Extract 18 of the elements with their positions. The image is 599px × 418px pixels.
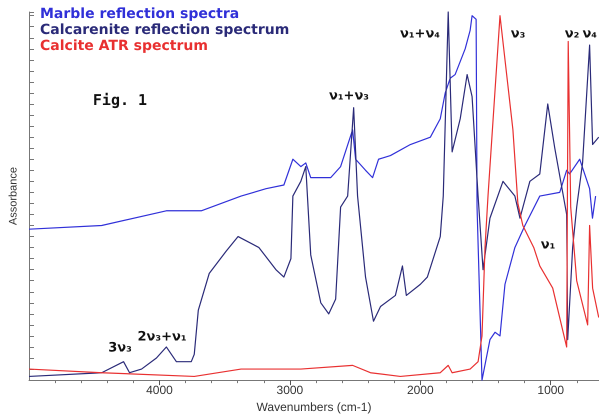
- annotation: ν₂: [564, 26, 580, 42]
- annotation: ν₁+ν₃: [329, 88, 369, 104]
- x-tick-label: 2000: [406, 383, 434, 398]
- annotation: ν₁: [540, 238, 556, 252]
- annotation: 2ν₃+ν₁: [137, 330, 187, 344]
- text: Calcarenite reflection spectrum: [40, 22, 290, 38]
- text: Calcite ATR spectrum: [40, 38, 208, 54]
- x-tick-label: 3000: [276, 383, 304, 398]
- y-axis-title: Assorbance: [8, 167, 20, 226]
- annotation: ν₃: [510, 26, 526, 42]
- text: Marble reflection spectra: [40, 6, 240, 22]
- x-axis-title: Wavenumbers (cm-1): [256, 400, 372, 414]
- annotation: ν₄: [582, 26, 598, 42]
- annotation: Fig. 1: [92, 91, 148, 109]
- annotation: ν₁+ν₄: [400, 26, 440, 42]
- x-tick-label: 4000: [146, 383, 174, 398]
- annotation: 3ν₃: [108, 340, 132, 356]
- x-tick-label: 1000: [537, 383, 564, 398]
